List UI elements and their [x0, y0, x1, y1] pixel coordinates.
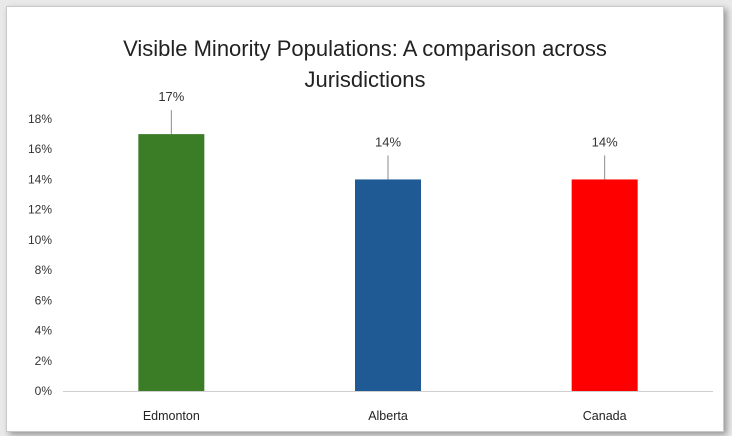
data-label: 17%	[158, 89, 184, 104]
chart-title: Visible Minority Populations: A comparis…	[7, 33, 723, 95]
y-tick-label: 12%	[28, 203, 52, 217]
bar-canada	[571, 179, 638, 391]
y-tick-label: 18%	[28, 112, 52, 126]
x-category-label: Alberta	[368, 409, 408, 423]
bar-chart: 0% 2% 4% 6% 8% 10% 12% 14% 16% 18% 17% Edmonton 14% A…	[28, 89, 713, 423]
y-tick-label: 14%	[28, 172, 52, 186]
y-tick-label: 10%	[28, 233, 52, 247]
data-label: 14%	[592, 134, 618, 149]
bar-alberta	[355, 179, 421, 391]
y-tick-label: 2%	[35, 354, 53, 368]
bar-edmonton	[138, 134, 205, 391]
y-tick-label: 4%	[35, 324, 53, 338]
x-category-label: Canada	[583, 409, 627, 423]
chart-frame: Visible Minority Populations: A comparis…	[6, 6, 724, 432]
y-tick-label: 16%	[28, 142, 52, 156]
x-category-label: Edmonton	[143, 409, 200, 423]
y-tick-label: 6%	[35, 293, 53, 307]
data-label: 14%	[375, 134, 401, 149]
chart-title-line-2: Jurisdictions	[304, 67, 426, 92]
y-tick-label: 0%	[35, 384, 53, 398]
y-tick-label: 8%	[35, 263, 53, 277]
chart-title-line-1: Visible Minority Populations: A comparis…	[123, 36, 607, 61]
